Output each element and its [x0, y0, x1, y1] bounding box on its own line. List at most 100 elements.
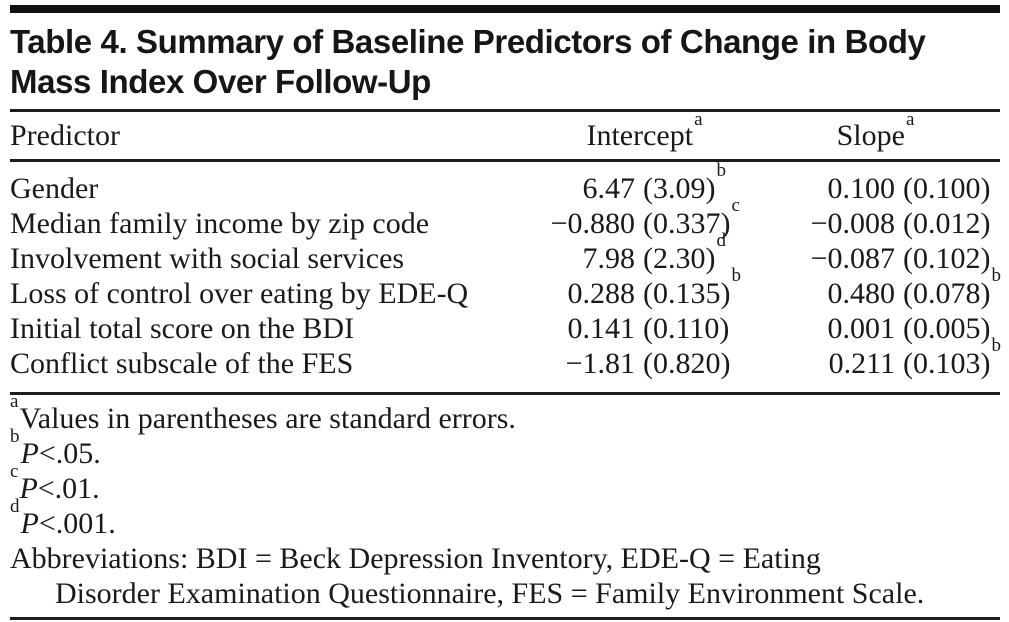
slope-cell: 0.001 (0.005) [750, 311, 1000, 346]
intercept-se-value: (0.135) [643, 277, 731, 310]
footnote-d-text: <.001. [38, 507, 116, 540]
slope-se: (0.100) [903, 171, 990, 206]
intercept-se: (0.820) [643, 346, 730, 381]
rule-bottom [10, 617, 1000, 620]
intercept-estimate: 0.141 [567, 312, 636, 345]
slope-se-value: (0.100) [903, 172, 991, 205]
column-header-slope: Slopea [750, 110, 1000, 153]
intercept-estimate: −0.880 [550, 207, 635, 240]
slope-se-value: (0.012) [903, 207, 991, 240]
footnote-c: cP<.01. [10, 462, 1000, 506]
intercept-se: (2.30)d [643, 231, 726, 276]
table-title-line-2: Mass Index Over Follow-Up [10, 63, 431, 100]
intercept-se-value: (0.337) [643, 207, 731, 240]
column-header-intercept-label: Intercept [586, 119, 694, 152]
intercept-sig-marker: b [731, 265, 741, 286]
intercept-cell: −0.880 (0.337)c [538, 196, 750, 241]
slope-se: (0.078)b [903, 266, 1001, 311]
slope-cell: −0.087 (0.102) [750, 241, 1000, 276]
slope-estimate: −0.008 [810, 207, 895, 240]
intercept-estimate: −1.81 [565, 347, 635, 380]
top-rule-bar [10, 5, 1000, 13]
intercept-sig-marker: d [716, 230, 726, 251]
footnote-d-marker: d [10, 496, 20, 517]
table-row: Conflict subscale of the FES −1.81 (0.820… [10, 336, 1001, 381]
intercept-se-value: (0.110) [643, 312, 730, 345]
column-header-slope-label: Slope [836, 119, 905, 152]
table-header-row: Predictor Intercepta Slopea [10, 110, 1000, 159]
intercept-estimate: 6.47 [582, 172, 636, 205]
rule-under-body [10, 392, 1000, 395]
predictor-cell: Involvement with social services [10, 242, 405, 275]
table-row: Loss of control over eating by EDE-Q 0.2… [10, 266, 1001, 311]
column-header-intercept: Intercepta [538, 110, 750, 153]
slope-se: (0.102) [903, 241, 990, 276]
rule-under-header [10, 159, 1000, 162]
slope-sig-marker: b [991, 335, 1001, 356]
intercept-se: (0.135)b [643, 266, 741, 311]
table-row: Involvement with social services 7.98 (2.… [10, 231, 1000, 276]
intercept-se-value: (0.820) [643, 347, 731, 380]
slope-se-value: (0.102) [903, 242, 991, 275]
predictor-cell: Conflict subscale of the FES [10, 347, 354, 380]
intercept-estimate: 7.98 [582, 242, 636, 275]
intercept-cell: 0.141 (0.110) [538, 311, 750, 346]
table-container: Table 4. Summary of Baseline Predictors … [10, 5, 1001, 622]
footnote-c-marker: c [10, 461, 19, 482]
footnote-a: aValues in parentheses are standard erro… [10, 392, 1000, 436]
slope-cell: 0.211 (0.103)b [750, 336, 1001, 381]
footnote-d-p: P [20, 507, 39, 540]
intercept-cell: 7.98 (2.30)d [538, 231, 750, 276]
footnote-b-p: P [20, 437, 39, 470]
intercept-estimate: 0.288 [567, 277, 636, 310]
footnote-b: bP<.05. [10, 427, 1000, 471]
slope-footnote-marker: a [905, 109, 915, 130]
abbreviations-line-2: Disorder Examination Questionnaire, FES … [55, 577, 925, 610]
abbreviations-note: Abbreviations: BDI = Beck Depression Inv… [10, 541, 1000, 611]
slope-estimate: −0.087 [810, 242, 895, 275]
intercept-se: (3.09)b [643, 161, 726, 206]
footnote-a-text: Values in parentheses are standard error… [19, 402, 516, 435]
table-row: Initial total score on the BDI 0.141 (0.1… [10, 311, 1000, 346]
intercept-cell: −1.81 (0.820) [538, 346, 750, 381]
slope-cell: 0.480 (0.078)b [750, 266, 1001, 311]
predictor-cell: Gender [10, 172, 99, 205]
abbreviations-line-1: Abbreviations: BDI = Beck Depression Inv… [10, 542, 821, 575]
slope-estimate: 0.480 [827, 277, 896, 310]
slope-cell: −0.008 (0.012) [750, 206, 1000, 241]
slope-se: (0.103)b [903, 336, 1001, 381]
table-title-line-1: Table 4. Summary of Baseline Predictors … [10, 23, 926, 60]
footnote-c-text: <.01. [37, 472, 100, 505]
intercept-sig-marker: b [716, 160, 726, 181]
footnote-b-marker: b [10, 426, 20, 447]
footnote-b-text: <.05. [38, 437, 101, 470]
slope-se-value: (0.005) [903, 312, 991, 345]
intercept-cell: 6.47 (3.09)b [538, 161, 750, 206]
slope-se-value: (0.078) [903, 277, 991, 310]
footnote-a-marker: a [10, 391, 19, 412]
predictor-cell: Median family income by zip code [10, 207, 430, 240]
footnote-c-p: P [19, 472, 38, 505]
intercept-se: (0.110) [643, 311, 729, 346]
rule-under-title [10, 109, 1000, 112]
predictor-cell: Initial total score on the BDI [10, 312, 355, 345]
footnotes: aValues in parentheses are standard erro… [10, 392, 1000, 611]
table-body: Gender 6.47 (3.09)b 0.100 (0.100) Median f… [10, 161, 1001, 392]
intercept-se-value: (2.30) [643, 242, 716, 275]
slope-estimate: 0.100 [827, 172, 896, 205]
intercept-cell: 0.288 (0.135)b [538, 266, 750, 311]
table-row: Gender 6.47 (3.09)b 0.100 (0.100) [10, 161, 1000, 206]
intercept-footnote-marker: a [694, 109, 703, 130]
intercept-se-value: (3.09) [643, 172, 716, 205]
column-header-predictor: Predictor [10, 119, 120, 152]
slope-cell: 0.100 (0.100) [750, 171, 1000, 206]
predictor-cell: Loss of control over eating by EDE-Q [10, 277, 469, 310]
intercept-se: (0.337)c [643, 196, 740, 241]
table-title: Table 4. Summary of Baseline Predictors … [10, 22, 1000, 102]
intercept-sig-marker: c [731, 195, 740, 216]
slope-estimate: 0.211 [828, 347, 895, 380]
slope-se-value: (0.103) [903, 347, 991, 380]
slope-se: (0.012) [903, 206, 990, 241]
slope-estimate: 0.001 [827, 312, 896, 345]
